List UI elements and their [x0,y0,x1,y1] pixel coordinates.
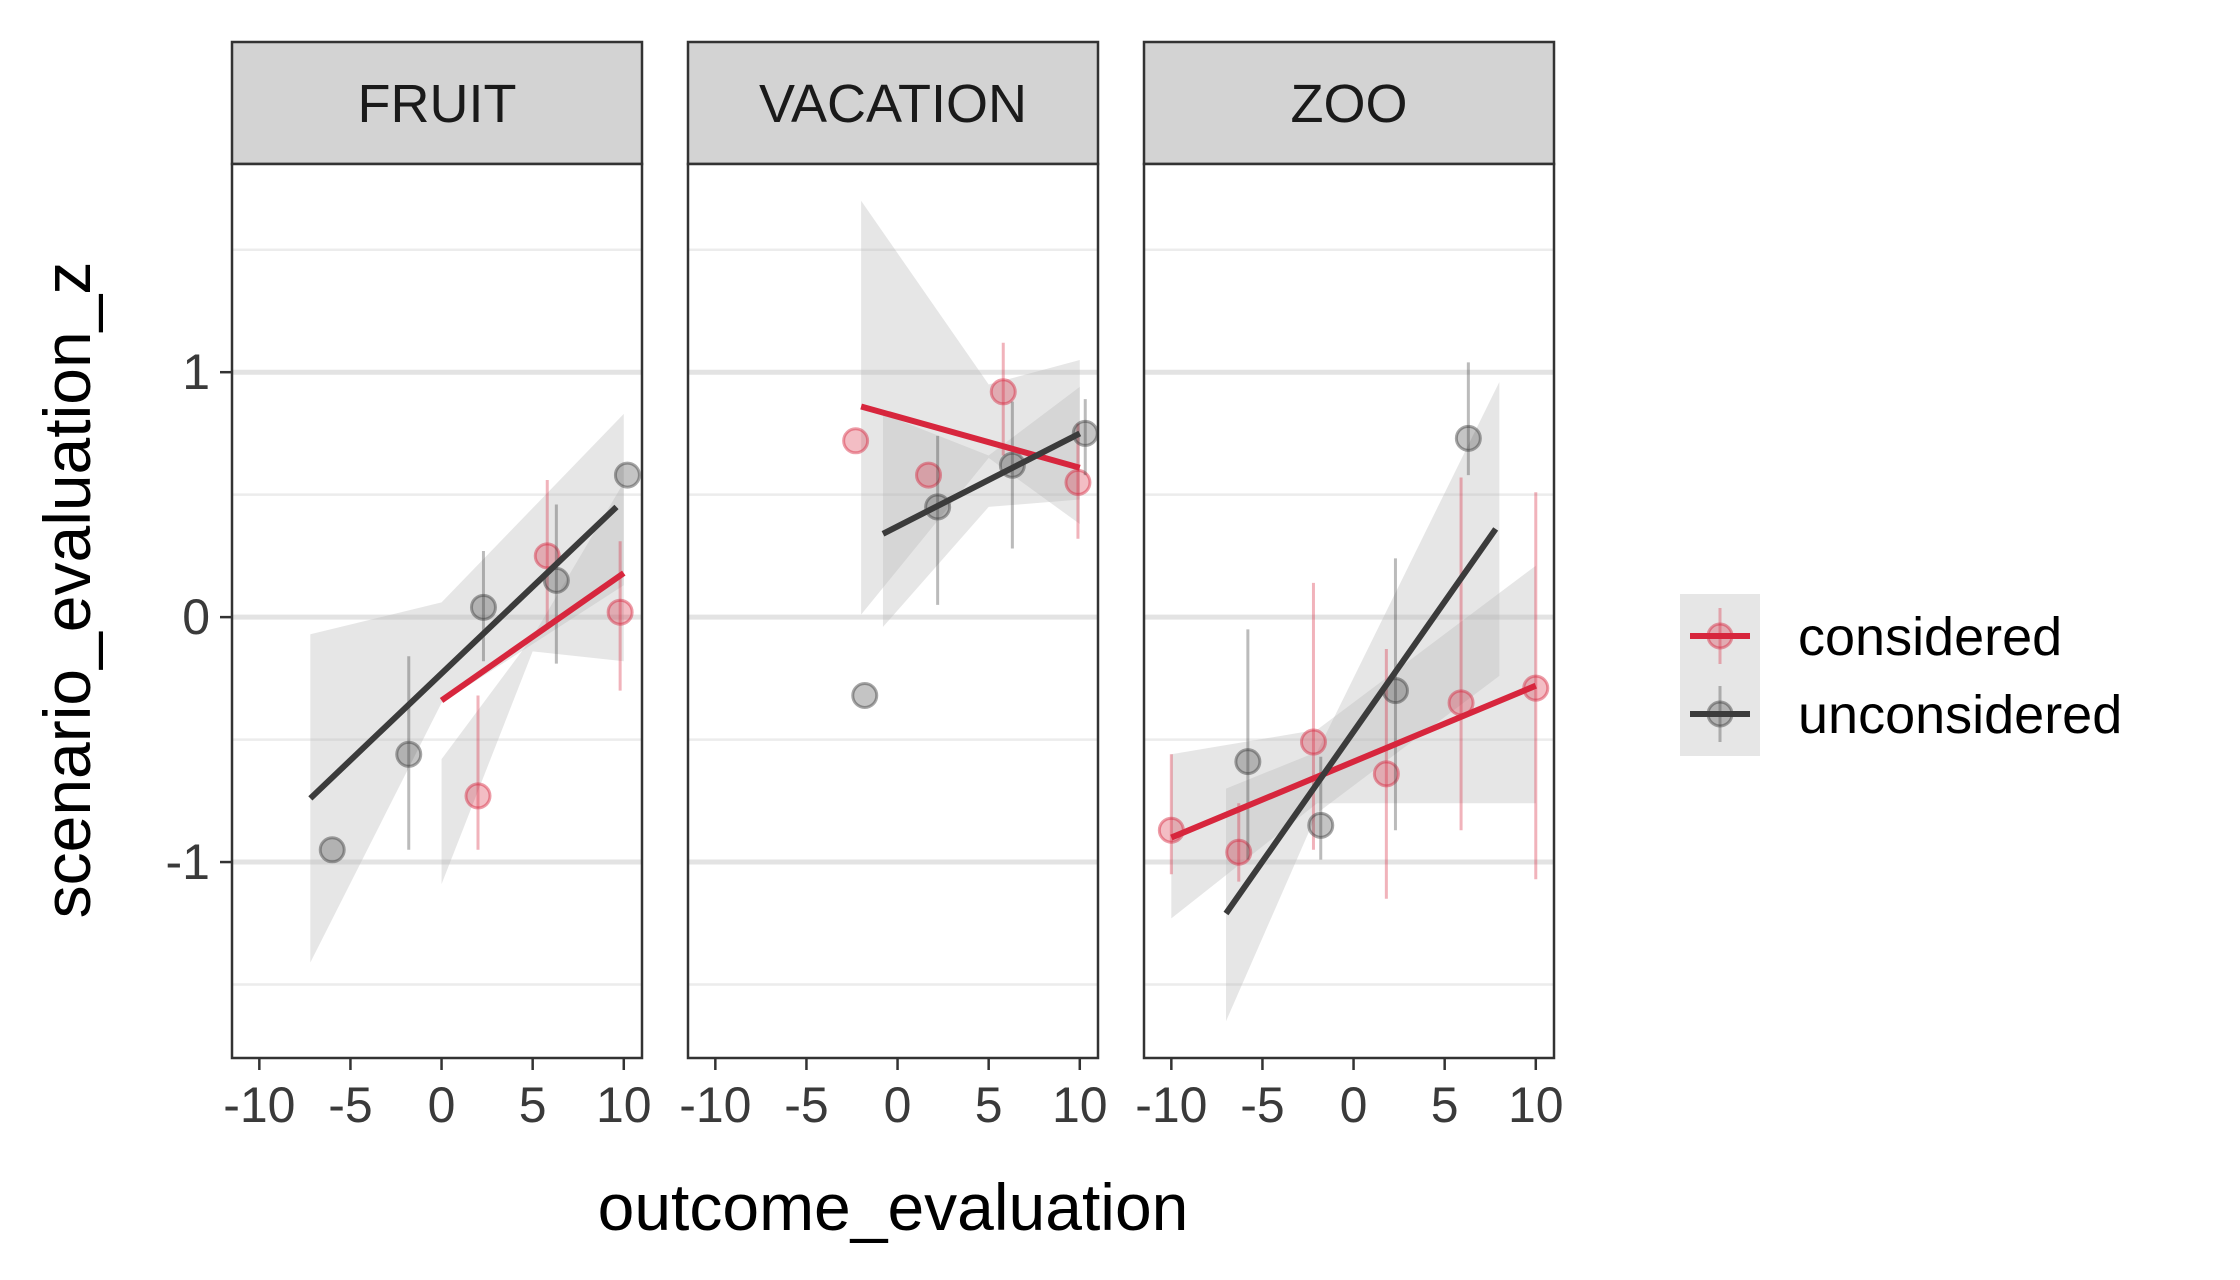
y-tick-label: 0 [182,589,210,645]
data-point-unconsidered [395,740,423,768]
data-point-considered [1064,468,1092,496]
confidence-band-unconsidered [310,413,624,963]
data-point-unconsidered [1307,811,1335,839]
data-point-considered [915,461,943,489]
x-tick-label: 0 [1340,1077,1368,1133]
fit-line-unconsidered [308,504,619,801]
panel-border [1142,162,1556,1060]
fit-line-unconsidered [1223,527,1499,916]
x-tick-label: -10 [1135,1077,1207,1133]
data-point-considered [606,598,634,626]
data-point-unconsidered [469,593,497,621]
x-tick-label: 5 [1431,1077,1459,1133]
facet-panel-fruit: FRUIT -10 -5 0 5 10 [223,40,652,1133]
y-tick-label: -1 [166,834,210,890]
data-point-considered [1372,760,1400,788]
panel-border [230,162,644,1060]
data-point-considered [533,542,561,570]
fit-line-considered [1170,682,1537,841]
confidence-band-considered [441,482,624,885]
y-tick-label: 1 [182,344,210,400]
legend-label: considered [1798,607,2062,667]
y-axis-title: scenario_evaluation_z [30,262,104,919]
x-tick-label: -10 [223,1077,295,1133]
data-point-unconsidered [613,461,641,489]
panel-background [688,164,1098,1058]
data-point-unconsidered [851,682,879,710]
data-point-unconsidered [542,566,570,594]
data-point-unconsidered [1454,424,1482,452]
facet-strip [1142,40,1556,166]
confidence-band-considered [1171,565,1536,919]
data-point-unconsidered [318,836,346,864]
facet-panel-zoo: ZOO -10 -5 0 5 10 [1135,40,1564,1133]
x-tick-label: -5 [784,1077,828,1133]
legend: considered unconsidered [1680,594,2122,756]
confidence-band-unconsidered [1226,381,1500,1022]
facet-strip [230,40,644,166]
legend-label: unconsidered [1798,685,2122,745]
x-tick-label: 0 [884,1077,912,1133]
x-tick-label: 5 [975,1077,1003,1133]
fit-line-considered [860,403,1081,471]
legend-key-background [1680,594,1760,756]
data-point-considered [1225,838,1253,866]
data-point-considered [1157,816,1185,844]
data-point-considered [464,782,492,810]
confidence-band-unconsidered [882,386,1080,627]
x-tick-label: 10 [1052,1077,1108,1133]
data-point-unconsidered [1234,748,1262,776]
legend-item-unconsidered: unconsidered [1690,685,2122,745]
data-point-considered [842,427,870,455]
data-point-considered [989,378,1017,406]
facet-strip-label: ZOO [1291,74,1408,134]
x-tick-label: 10 [1508,1077,1564,1133]
x-tick-label: 10 [596,1077,652,1133]
facet-strip [686,40,1100,166]
legend-item-considered: considered [1690,607,2062,667]
panel-background [1144,164,1554,1058]
x-tick-label: 0 [428,1077,456,1133]
data-point-considered [1299,728,1327,756]
x-tick-label: 5 [519,1077,547,1133]
fit-line-considered [439,570,626,703]
x-tick-label: -10 [679,1077,751,1133]
facet-panel-vacation: VACATION -10 -5 0 5 10 [679,40,1108,1133]
facet-strip-label: FRUIT [358,74,517,134]
panel-border [686,162,1100,1060]
x-axis-title: outcome_evaluation [598,1170,1189,1244]
fit-line-unconsidered [881,430,1082,537]
x-tick-label: -5 [1240,1077,1284,1133]
confidence-band-considered [861,200,1080,615]
x-tick-label: -5 [328,1077,372,1133]
facet-strip-label: VACATION [759,74,1027,134]
